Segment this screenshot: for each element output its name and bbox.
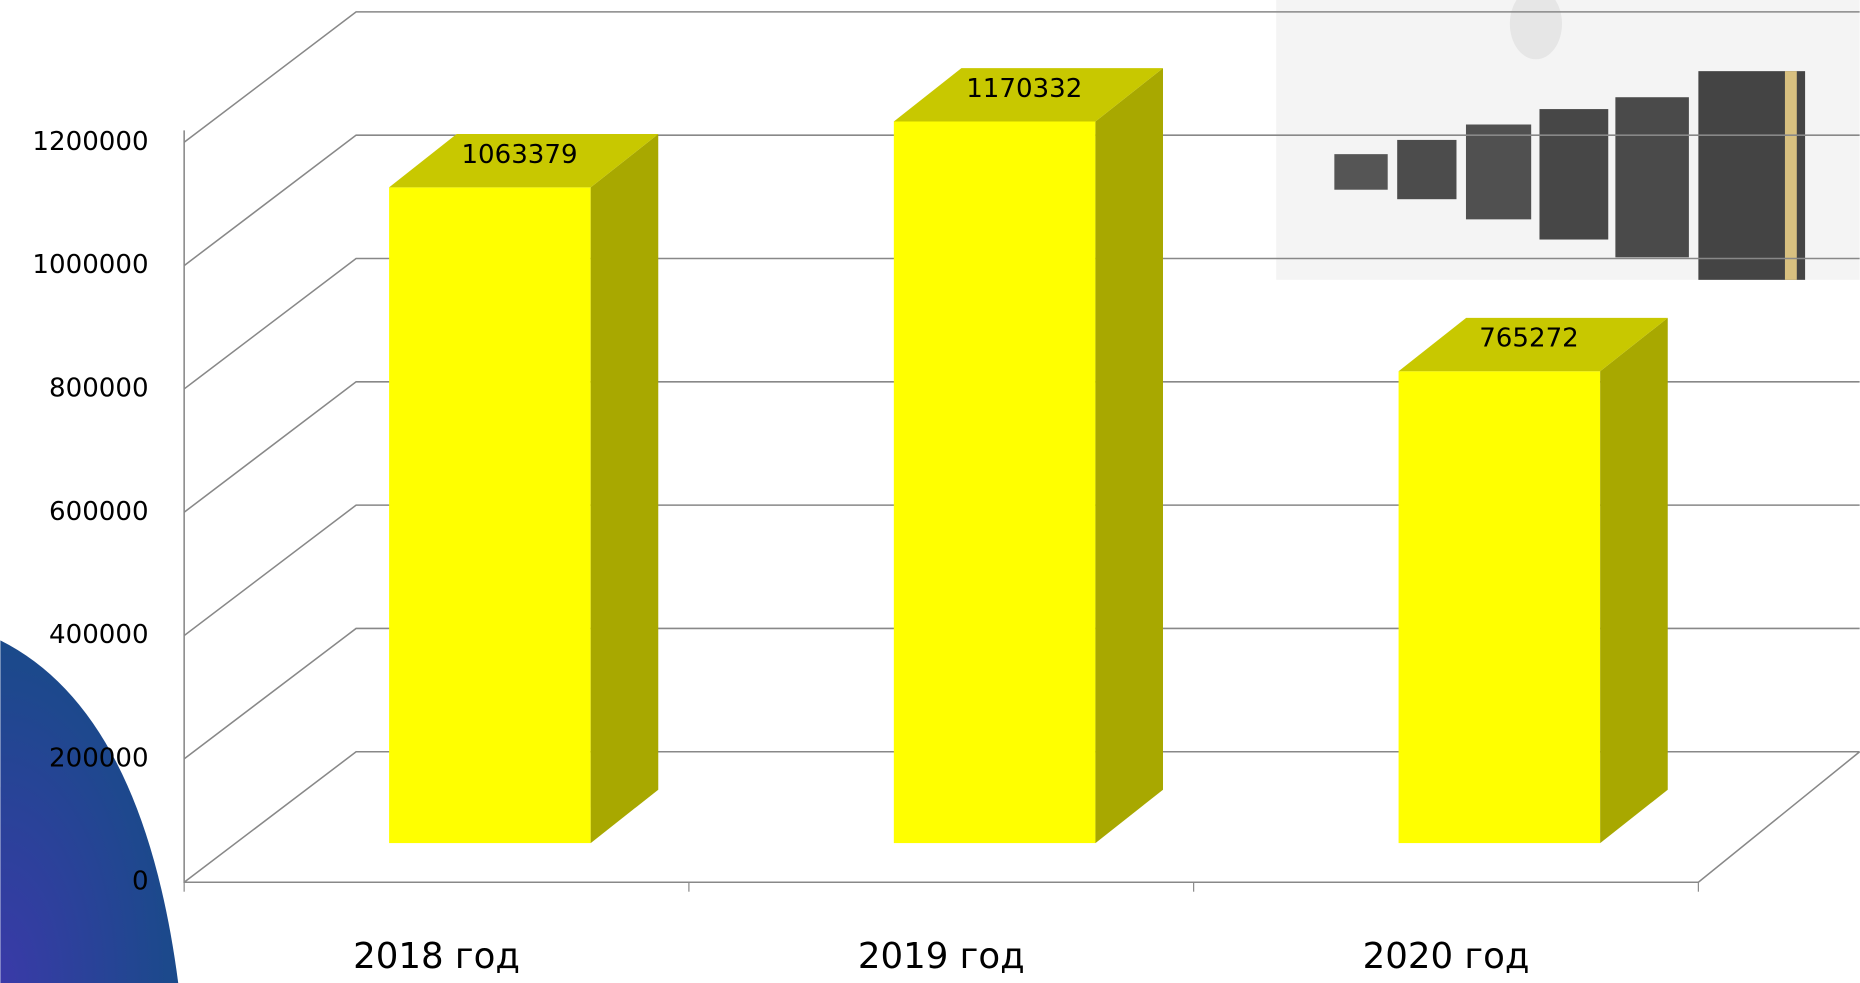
bar-top [389,134,659,188]
bar-side [1600,317,1668,844]
data-label: 1063379 [461,140,577,170]
bar-front [1398,371,1601,844]
y-tick-label: 1000000 [32,250,148,280]
bar-side [1095,68,1164,844]
grid-line [183,751,1860,883]
axis [183,130,1860,883]
x-tick-label: 2018 год [353,936,520,977]
bar-side [590,134,659,844]
grid-line [183,504,1860,637]
x-tick-label: 2020 год [1363,936,1530,977]
grid: 0 200000 400000 600000 800000 1000000 1200000 2… [32,11,1860,977]
x-tick-label: 2019 год [858,936,1025,977]
money-picture [1276,0,1860,280]
bar-front [389,187,591,844]
decor-arc [0,640,179,983]
y-tick-label: 1200000 [32,127,148,157]
grid-line [183,11,1860,143]
grid-line [183,134,1860,267]
grid-line [183,381,1860,513]
bars: 1063379 1170332 765272 [389,68,1668,844]
grid-line [183,257,1860,390]
y-tick-label: 200000 [49,743,149,773]
grid-line [183,627,1860,760]
y-tick-label: 0 [132,867,149,897]
data-label: 765272 [1479,324,1579,354]
bar-front [893,121,1096,844]
bar-top [1398,317,1668,372]
data-label: 1170332 [966,74,1082,104]
y-tick-label: 800000 [49,373,149,403]
bar-top [893,68,1164,122]
y-tick-label: 600000 [49,497,149,527]
y-tick-label: 400000 [49,620,149,650]
